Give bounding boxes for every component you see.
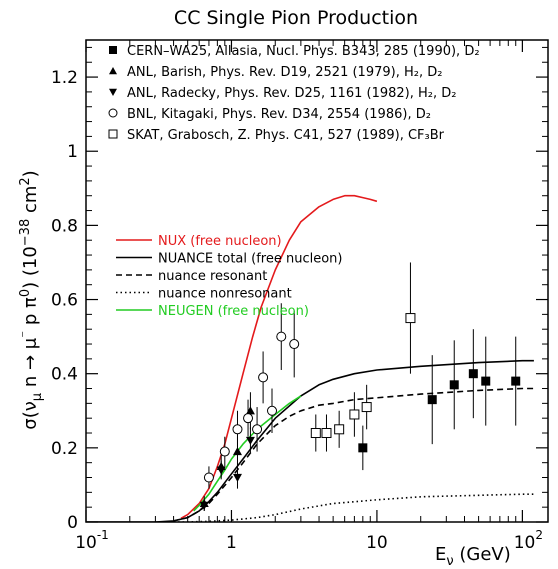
legend-entry: NUX (free nucleon) (158, 234, 282, 249)
data-point (232, 424, 243, 435)
legend-entry: BNL, Kitagaki, Phys. Rev. D34, 2554 (198… (127, 107, 431, 122)
data-point (203, 472, 214, 483)
data-point (258, 372, 269, 383)
legend-entry: ANL, Radecky, Phys. Rev. D25, 1161 (1982… (127, 86, 456, 101)
data-point (108, 129, 118, 139)
data-point (108, 108, 118, 118)
data-point (334, 424, 345, 435)
x-tick-label: 102 (514, 528, 543, 553)
y-tick-label: 1.2 (51, 68, 78, 88)
data-point (245, 436, 255, 445)
data-point (243, 413, 254, 424)
data-point (267, 405, 278, 416)
legend-entry: nuance resonant (158, 269, 267, 284)
y-tick-label: 0.6 (51, 291, 78, 311)
legend-entry: CERN–WA25, Allasia, Nucl. Phys. B343, 28… (127, 44, 480, 59)
x-tick-label: 1 (226, 533, 237, 553)
curve-line (86, 359, 534, 522)
legend-entry: ANL, Barish, Phys. Rev. D19, 2521 (1979)… (127, 65, 442, 80)
y-tick-label: 0.4 (51, 365, 78, 385)
x-tick-label: 10 (366, 533, 388, 553)
data-point (289, 339, 300, 350)
data-point (481, 376, 491, 386)
data-point (276, 331, 287, 342)
data-point (109, 88, 117, 96)
data-point (219, 446, 230, 457)
data-point (449, 380, 459, 390)
curve-line (173, 493, 534, 522)
data-point (358, 443, 368, 453)
legend-entry: NUANCE total (free nucleon) (158, 252, 342, 267)
data-point (511, 376, 521, 386)
data-point (216, 466, 226, 475)
plot-frame (85, 39, 549, 523)
legend-entry: NEUGEN (free nucleon) (158, 304, 309, 319)
data-points-layer (199, 262, 521, 511)
data-point (232, 447, 242, 456)
curve-line (180, 194, 378, 520)
data-point (199, 501, 209, 510)
data-point (109, 46, 117, 54)
legend-entry: nuance nonresonant (158, 287, 292, 302)
data-point (232, 473, 242, 483)
data-point (349, 409, 360, 420)
data-point (252, 424, 263, 435)
data-point (245, 406, 255, 415)
curve-line (173, 387, 534, 522)
data-point (321, 428, 332, 439)
y-tick-label: 1 (67, 142, 78, 162)
data-point (468, 369, 478, 379)
legend-entry: SKAT, Grabosch, Z. Phys. C41, 527 (1989)… (127, 128, 445, 143)
y-tick-label: 0.2 (51, 439, 78, 459)
data-point (427, 395, 437, 405)
data-point (109, 67, 117, 75)
data-point (310, 428, 321, 439)
y-tick-label: 0 (67, 513, 78, 533)
curve-line (193, 395, 302, 512)
x-axis-label: Eν (GeV) (435, 544, 511, 569)
y-tick-label: 0.8 (51, 216, 78, 236)
x-tick-label: 10-1 (75, 528, 109, 553)
legend: CERN–WA25, Allasia, Nucl. Phys. B343, 28… (108, 44, 480, 319)
chart-title: CC Single Pion Production (174, 7, 418, 29)
y-axis-label: σ(νμ n → μ⁻ p π0) (10−38 cm2) (18, 170, 45, 429)
data-point (405, 313, 416, 324)
curves-layer (86, 194, 534, 522)
data-point (361, 402, 372, 413)
